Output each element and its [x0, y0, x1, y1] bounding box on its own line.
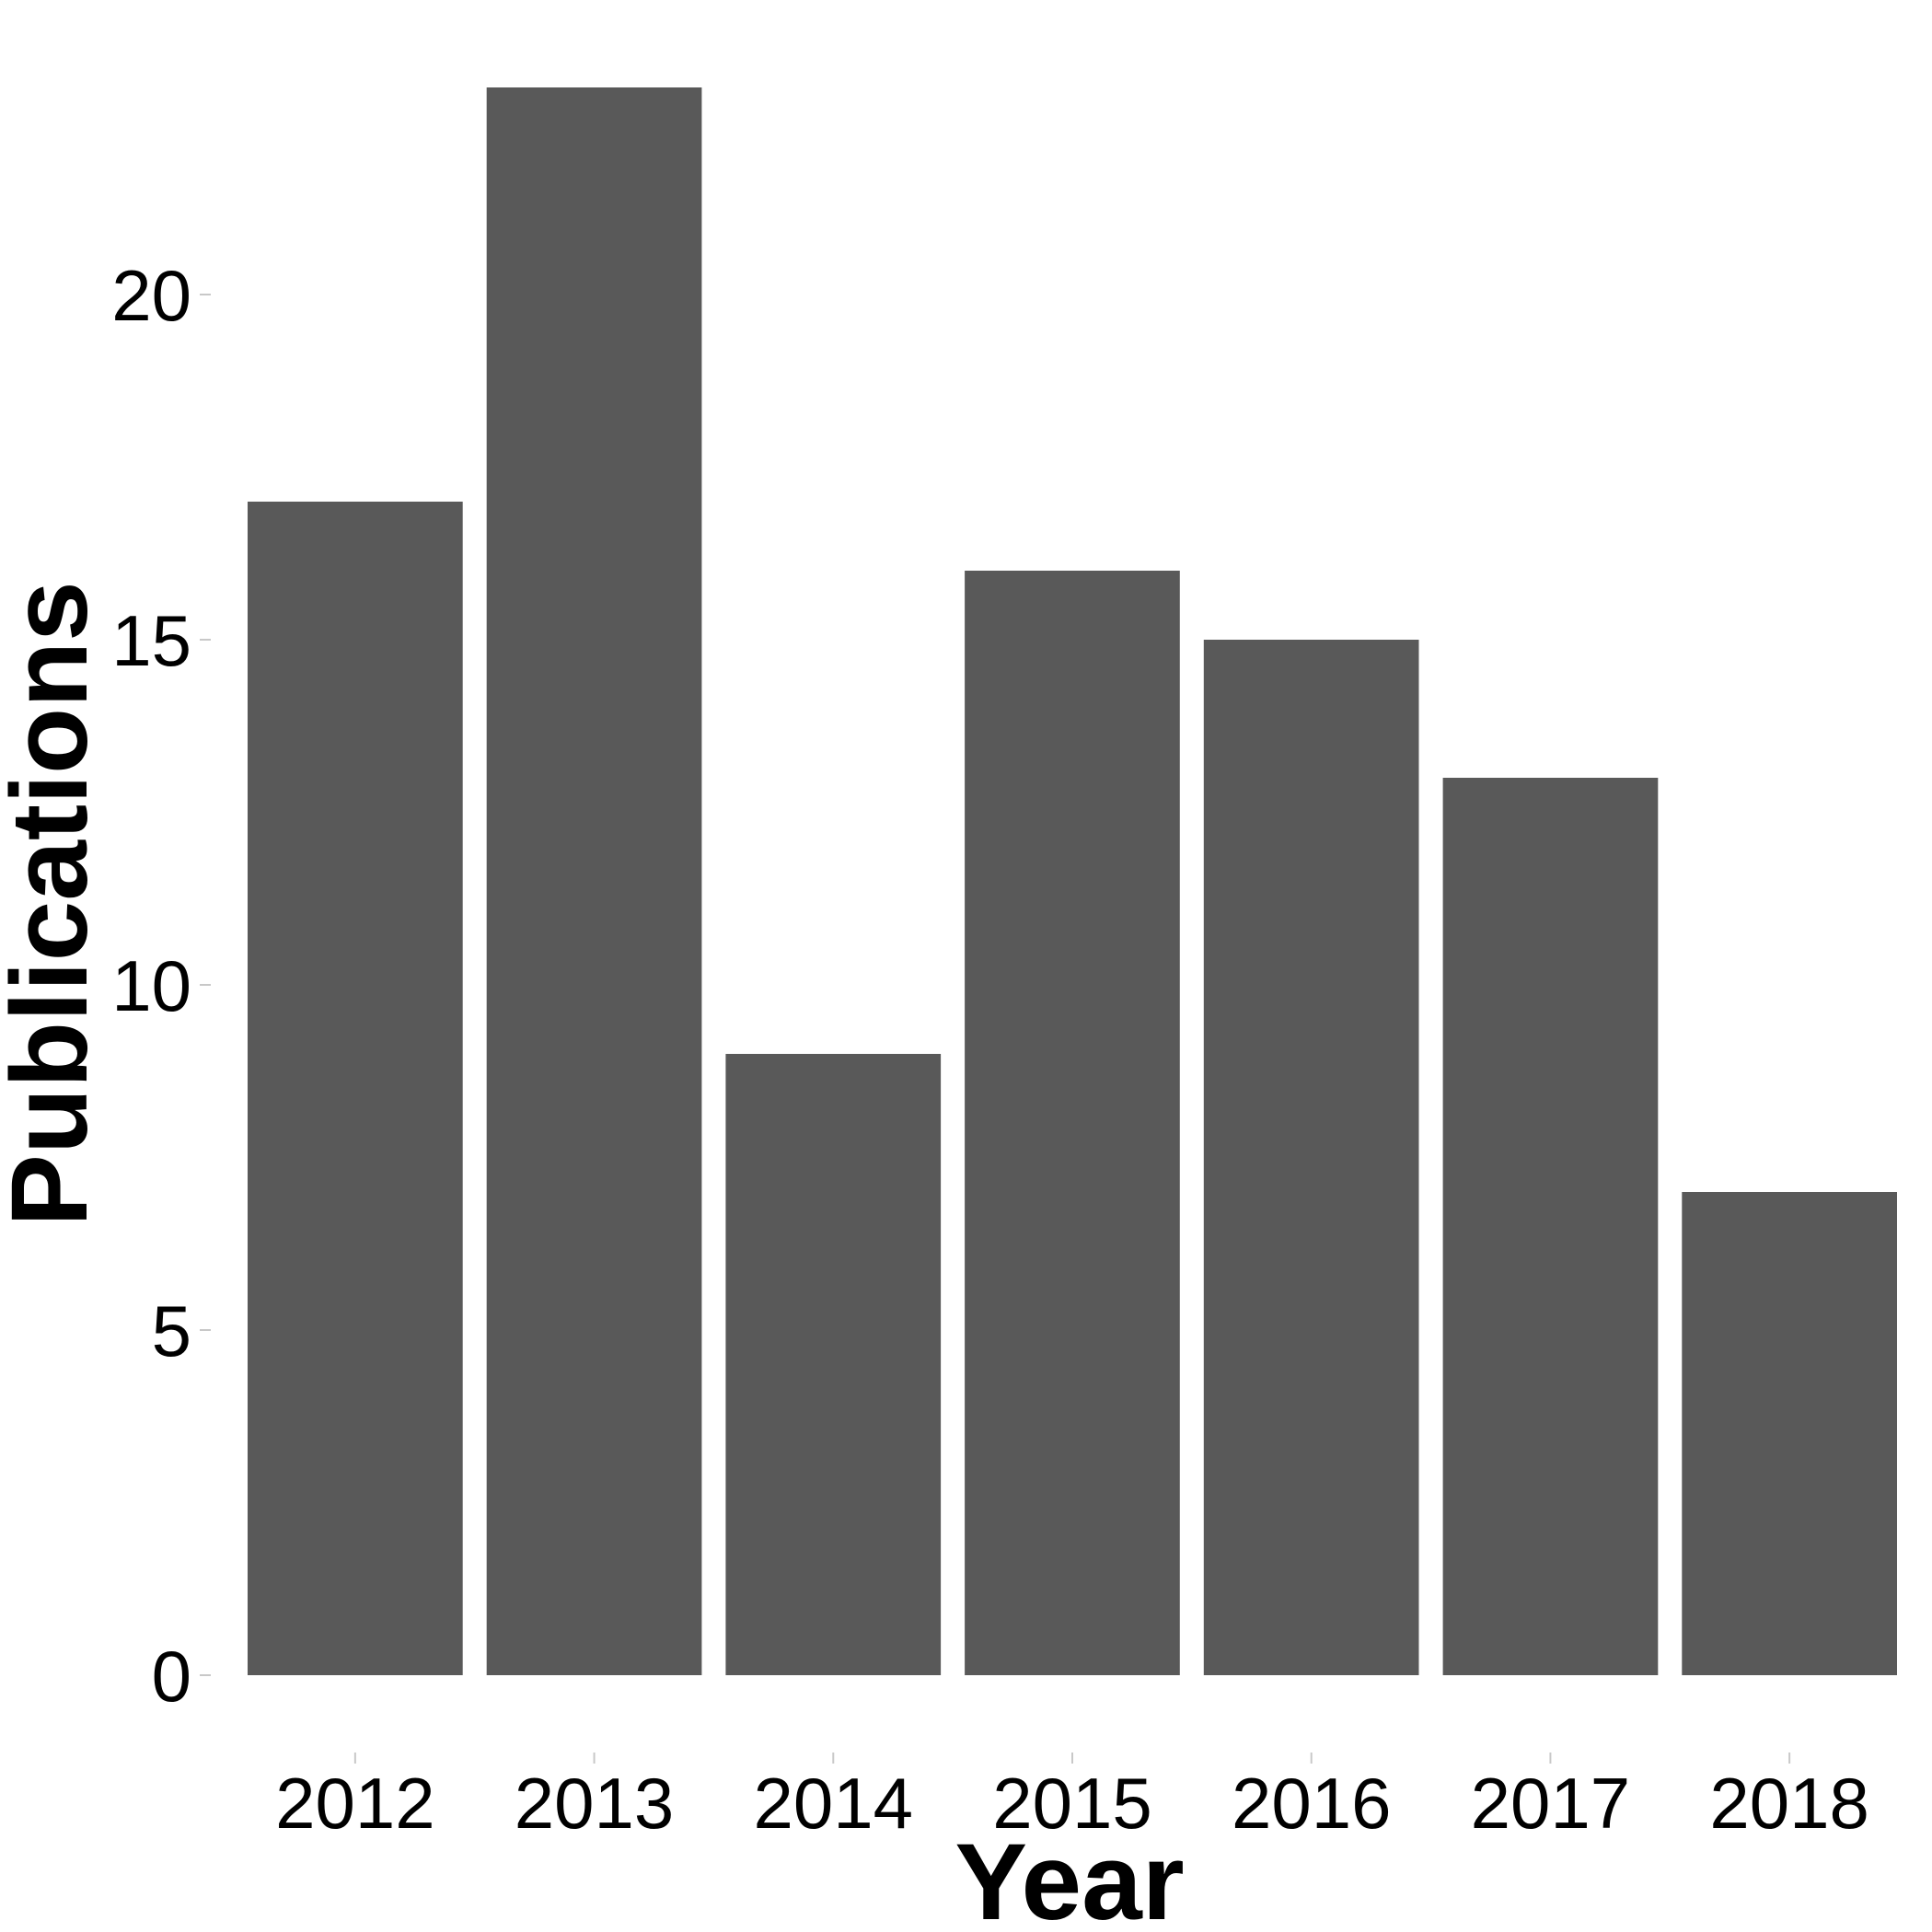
- x-tick-label-2017: 2017: [1471, 1763, 1631, 1844]
- bars-group: [248, 87, 1897, 1675]
- x-tick-label-2014: 2014: [754, 1763, 914, 1844]
- x-axis: 2012 2013 2014 2015 2016 2017 2018: [275, 1753, 1869, 1844]
- plot-area: 0 5 10 15 20 2012 2013 2014 2015 2016 2017 2018: [111, 87, 1897, 1844]
- y-axis: 0 5 10 15 20: [111, 255, 211, 1717]
- bar-2014: [725, 1054, 942, 1675]
- bar-2017: [1442, 778, 1659, 1675]
- y-tick-label-0: 0: [152, 1636, 191, 1717]
- x-tick-label-2015: 2015: [992, 1763, 1152, 1844]
- x-tick-label-2018: 2018: [1709, 1763, 1869, 1844]
- y-tick-label-15: 15: [111, 600, 191, 681]
- y-tick-label-5: 5: [152, 1290, 191, 1371]
- bar-2013: [486, 87, 702, 1675]
- y-tick-label-10: 10: [111, 945, 191, 1026]
- bar-2016: [1203, 640, 1419, 1675]
- x-tick-label-2012: 2012: [275, 1763, 435, 1844]
- x-axis-title: Year: [954, 1822, 1184, 1932]
- y-tick-label-20: 20: [111, 255, 191, 336]
- bar-2012: [248, 502, 463, 1675]
- x-tick-label-2013: 2013: [515, 1763, 675, 1844]
- x-tick-label-2016: 2016: [1232, 1763, 1392, 1844]
- bar-2018: [1682, 1192, 1897, 1675]
- y-axis-title: Publications: [0, 581, 110, 1227]
- bar-2015: [965, 571, 1180, 1675]
